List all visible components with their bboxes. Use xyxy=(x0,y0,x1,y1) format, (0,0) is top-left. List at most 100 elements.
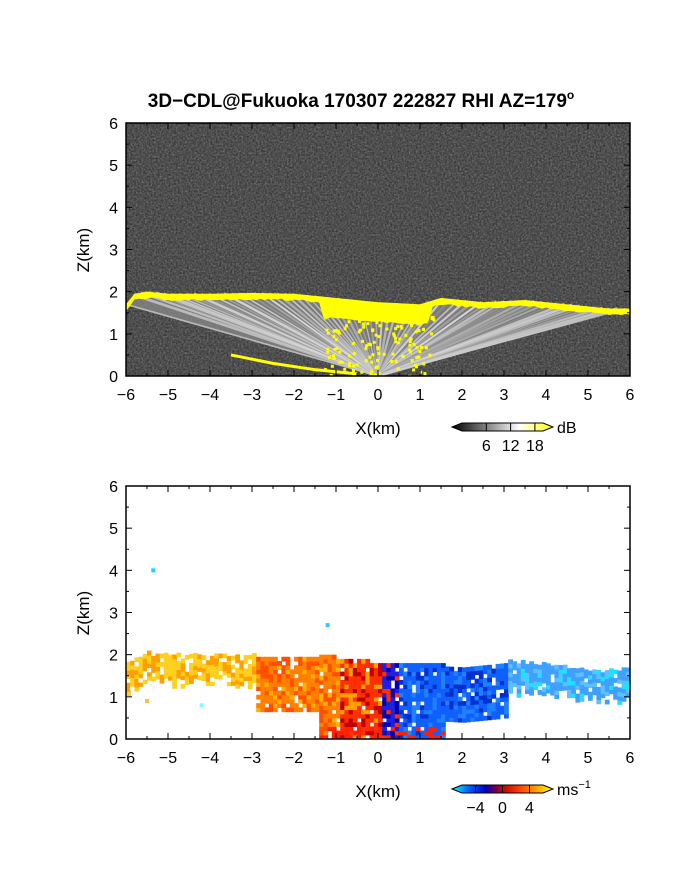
velocity-cell xyxy=(424,692,429,698)
velocity-cell xyxy=(348,663,354,668)
velocity-cell xyxy=(315,694,320,700)
velocity-cell xyxy=(546,667,551,673)
velocity-cell xyxy=(289,677,295,683)
velocity-cell xyxy=(348,688,354,694)
velocity-cell xyxy=(340,705,345,711)
backscatter-speckle xyxy=(371,353,375,357)
velocity-cell xyxy=(432,717,438,723)
velocity-cell xyxy=(378,675,383,681)
velocity-cell xyxy=(172,658,177,664)
velocity-cell xyxy=(558,673,564,679)
backscatter-speckle xyxy=(327,356,331,360)
velocity-cell xyxy=(210,668,215,674)
velocity-cell xyxy=(344,726,350,732)
velocity-cell xyxy=(315,703,320,708)
velocity-cell xyxy=(256,703,261,708)
backscatter-speckle xyxy=(357,311,361,315)
velocity-cell xyxy=(222,678,228,684)
velocity-cell xyxy=(369,705,375,711)
backscatter-speckle xyxy=(360,370,364,374)
velocity-cell xyxy=(273,682,278,687)
velocity-cell xyxy=(327,684,333,689)
backscatter-speckle xyxy=(394,340,398,344)
backscatter-speckle xyxy=(366,322,370,326)
velocity-cell xyxy=(390,722,396,727)
velocity-cell xyxy=(394,717,400,723)
velocity-cell xyxy=(432,675,438,681)
velocity-cell xyxy=(529,665,534,671)
velocity-cell xyxy=(571,688,576,694)
velocity-cell xyxy=(621,680,627,685)
velocity-cell xyxy=(558,665,564,670)
velocity-cell xyxy=(415,675,421,681)
backscatter-speckle xyxy=(352,352,356,356)
velocity-cell xyxy=(441,709,446,715)
velocity-cell xyxy=(394,730,400,736)
velocity-cell xyxy=(474,666,480,671)
backscatter-speckle xyxy=(382,352,386,356)
velocity-cell xyxy=(394,705,400,711)
velocity-cell xyxy=(487,711,492,716)
velocity-ytick-label: 3 xyxy=(109,606,118,623)
velocity-cell xyxy=(327,705,333,711)
velocity-cell xyxy=(407,692,413,698)
velocity-cell xyxy=(319,722,324,727)
velocity-cell xyxy=(294,682,299,687)
velocity-cell xyxy=(352,671,358,677)
velocity-cell xyxy=(315,677,320,683)
velocity-cell xyxy=(525,689,530,694)
velocity-cell xyxy=(294,707,299,713)
velocity-cell xyxy=(302,694,308,700)
backscatter-speckle xyxy=(362,322,366,326)
velocity-cell xyxy=(487,698,492,704)
velocity-cell xyxy=(306,660,312,666)
velocity-cell xyxy=(583,673,589,679)
velocity-cell xyxy=(441,688,446,694)
velocity-cell xyxy=(424,717,429,723)
velocity-cell xyxy=(273,660,278,666)
velocity-cell xyxy=(163,669,169,675)
velocity-cell xyxy=(344,667,350,673)
velocity-cell xyxy=(298,686,303,692)
velocity-cell xyxy=(529,661,534,667)
velocity-cell xyxy=(378,684,383,689)
velocity-cell xyxy=(407,675,413,681)
velocity-cell xyxy=(386,705,392,711)
velocity-cell xyxy=(390,717,396,723)
velocity-cell xyxy=(268,686,274,692)
velocity-cell xyxy=(424,684,429,689)
backscatter-xtick-label: −1 xyxy=(327,387,345,404)
velocity-cell xyxy=(348,717,354,723)
velocity-cell xyxy=(394,726,400,732)
velocity-cell xyxy=(445,679,450,684)
backscatter-speckle xyxy=(328,305,332,309)
backscatter-speckle xyxy=(417,329,421,333)
velocity-cell xyxy=(499,697,505,703)
velocity-cell xyxy=(420,688,425,694)
velocity-cell xyxy=(386,663,392,668)
velocity-cell xyxy=(235,679,240,685)
velocity-cell xyxy=(554,685,560,691)
velocity-cell xyxy=(546,663,551,669)
velocity-cell xyxy=(323,722,329,727)
velocity-cell xyxy=(613,669,618,675)
velocity-cell xyxy=(222,674,228,680)
velocity-cell xyxy=(134,657,140,663)
velocity-cell xyxy=(382,692,387,698)
velocity-cell xyxy=(403,679,408,685)
velocity-cell xyxy=(466,717,471,723)
velocity-cell xyxy=(495,668,501,673)
backscatter-speckle xyxy=(330,364,334,368)
velocity-cell xyxy=(260,682,266,687)
velocity-cell xyxy=(474,678,480,684)
velocity-cell xyxy=(445,708,450,714)
velocity-cell xyxy=(478,699,484,705)
velocity-cell xyxy=(315,665,320,671)
velocity-cell xyxy=(239,677,245,683)
velocity-cell xyxy=(361,684,366,689)
velocity-cell xyxy=(264,656,270,662)
velocity-cell xyxy=(428,705,434,711)
velocity-cell xyxy=(403,671,408,677)
velocity-cell xyxy=(327,675,333,681)
velocity-cell xyxy=(373,705,379,711)
